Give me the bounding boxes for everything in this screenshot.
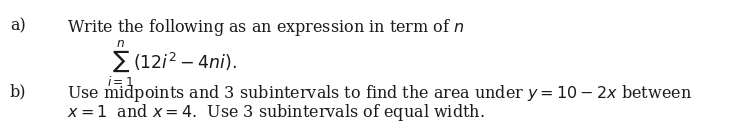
Text: b): b) [10,83,27,100]
Text: a): a) [10,17,26,34]
Text: Use midpoints and 3 subintervals to find the area under $y = 10 - 2x$ between: Use midpoints and 3 subintervals to find… [67,83,692,104]
Text: Write the following as an expression in term of $n$: Write the following as an expression in … [67,17,464,38]
Text: $x = 1$  and $x = 4$.  Use 3 subintervals of equal width.: $x = 1$ and $x = 4$. Use 3 subintervals … [67,102,485,123]
Text: $\sum_{i=1}^{n}(12i^2 - 4ni).$: $\sum_{i=1}^{n}(12i^2 - 4ni).$ [107,39,237,89]
